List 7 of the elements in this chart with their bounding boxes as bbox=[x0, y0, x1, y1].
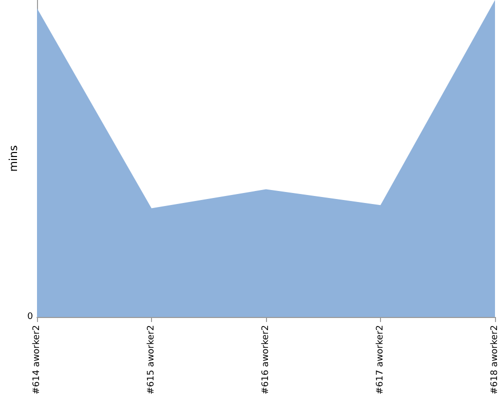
text: 0 bbox=[27, 312, 34, 322]
x-tick-label: #616 aworker2 bbox=[261, 325, 271, 395]
x-tick-label: #617 aworker2 bbox=[376, 325, 386, 395]
x-tick-label: #614 aworker2 bbox=[32, 325, 42, 395]
x-tick-label: #618 aworker2 bbox=[490, 325, 500, 395]
x-tick-label: #615 aworker2 bbox=[146, 325, 156, 395]
y-axis-title: mins bbox=[7, 145, 20, 172]
